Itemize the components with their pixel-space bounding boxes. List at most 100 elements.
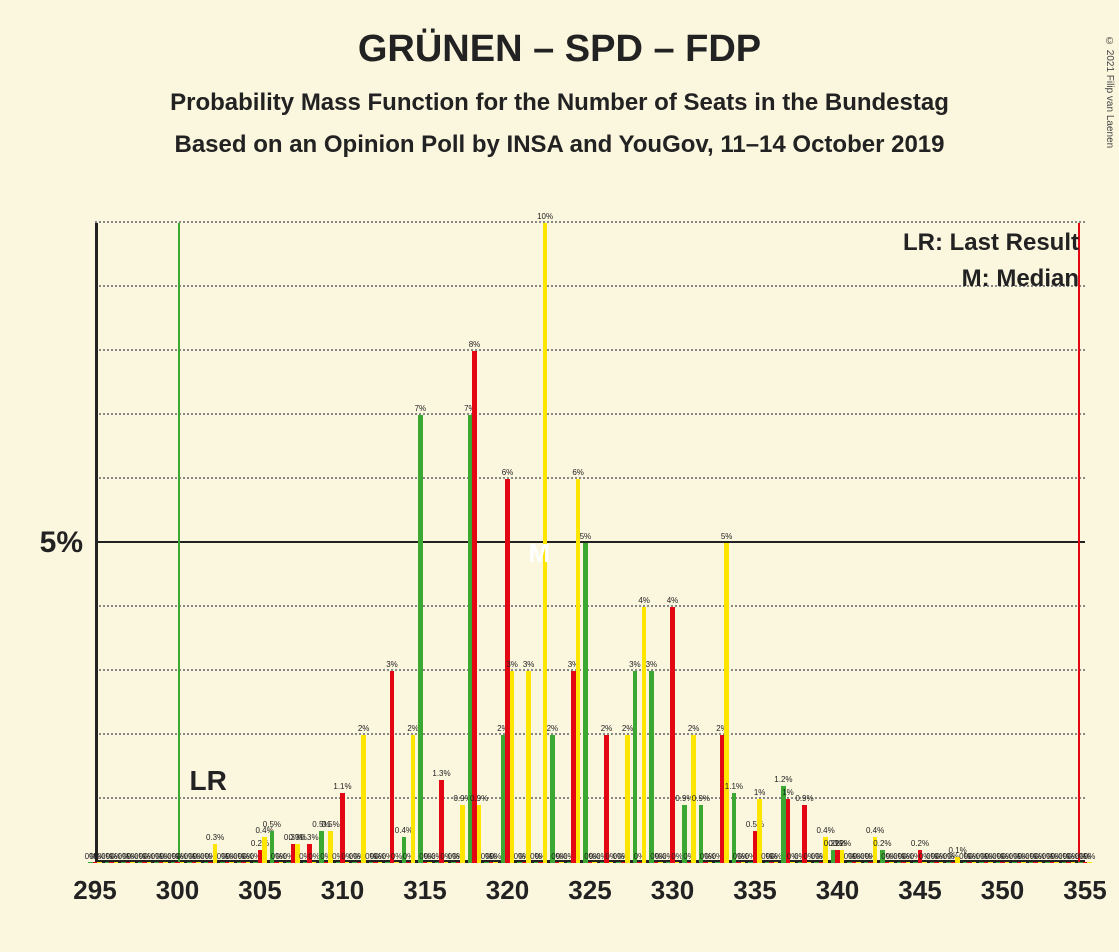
- bar-value-label: 4%: [638, 596, 650, 605]
- bar: [708, 862, 713, 863]
- bar: [114, 862, 119, 863]
- bar-value-label: 1%: [754, 788, 766, 797]
- x-axis-tick-label: 350: [981, 875, 1024, 906]
- bar: [592, 862, 597, 863]
- bar: [633, 671, 638, 863]
- bar: [493, 862, 498, 863]
- x-axis-tick-label: 310: [321, 875, 364, 906]
- bar-value-label: 0.2%: [911, 839, 929, 848]
- grid-line: [95, 797, 1085, 799]
- bar: [246, 862, 251, 863]
- x-axis-tick-label: 335: [733, 875, 776, 906]
- median-marker-label: M: [529, 538, 551, 569]
- bar: [675, 862, 680, 863]
- bar: [394, 862, 399, 863]
- bar-value-label: 0%: [1084, 852, 1096, 861]
- grid-line: [95, 605, 1085, 607]
- bar-value-label: 10%: [537, 212, 553, 221]
- bar: [807, 862, 812, 863]
- majority-line: [1078, 223, 1080, 863]
- bar: [609, 862, 614, 863]
- bar: [583, 543, 588, 863]
- bar-value-label: 1%: [782, 788, 794, 797]
- legend-m: M: Median: [903, 265, 1079, 293]
- bar-value-label: 0.3%: [300, 833, 318, 842]
- bar-value-label: 1.1%: [333, 782, 351, 791]
- bar: [642, 607, 647, 863]
- bar: [439, 780, 444, 863]
- bar-value-label: 0.9%: [795, 794, 813, 803]
- bar: [472, 351, 477, 863]
- bar: [229, 862, 234, 863]
- bar: [279, 862, 284, 863]
- bar: [1087, 862, 1092, 863]
- bar-value-label: 8%: [469, 340, 481, 349]
- bar-value-label: 1.1%: [725, 782, 743, 791]
- bar-value-label: 2%: [601, 724, 613, 733]
- bar: [906, 862, 911, 863]
- bar-value-label: 4%: [667, 596, 679, 605]
- bar: [856, 862, 861, 863]
- bar: [390, 671, 395, 863]
- bar: [1071, 862, 1076, 863]
- bar: [889, 862, 894, 863]
- bar-value-label: 6%: [572, 468, 584, 477]
- x-axis-tick-label: 340: [816, 875, 859, 906]
- bar: [345, 862, 350, 863]
- bar: [361, 735, 366, 863]
- legend-lr: LR: Last Result: [903, 229, 1079, 257]
- bar: [427, 862, 432, 863]
- bar: [510, 671, 515, 863]
- bar-value-label: 2%: [547, 724, 559, 733]
- bar: [741, 862, 746, 863]
- bar-value-label: 7%: [415, 404, 427, 413]
- bar-value-label: 0.3%: [206, 833, 224, 842]
- bar-value-label: 5%: [721, 532, 733, 541]
- chart-plot-area: 5%0%0%0%0%0%0%0%0%0%0%0%0%0%0%0%0%0%0%0%…: [95, 223, 1085, 863]
- bar: [163, 862, 168, 863]
- bar: [444, 862, 449, 863]
- x-axis-tick-label: 315: [403, 875, 446, 906]
- legend: LR: Last Result M: Median: [903, 229, 1079, 293]
- bar-value-label: 0.5%: [263, 820, 281, 829]
- bar-value-label: 3%: [523, 660, 535, 669]
- bar: [724, 543, 729, 863]
- x-axis-tick-label: 325: [568, 875, 611, 906]
- bar: [559, 862, 564, 863]
- bar: [774, 862, 779, 863]
- grid-line: [95, 349, 1085, 351]
- bar: [147, 862, 152, 863]
- bar: [988, 862, 993, 863]
- bar: [604, 735, 609, 863]
- last-result-line: [178, 223, 180, 863]
- bar-value-label: 6%: [502, 468, 514, 477]
- bar: [130, 862, 135, 863]
- bar: [1038, 862, 1043, 863]
- bar-value-label: 3%: [646, 660, 658, 669]
- bar-value-label: 3%: [386, 660, 398, 669]
- bar-value-label: 3%: [506, 660, 518, 669]
- chart-subtitle-1: Probability Mass Function for the Number…: [0, 89, 1119, 117]
- y-axis-label: 5%: [40, 526, 83, 560]
- bar: [658, 862, 663, 863]
- bar: [790, 862, 795, 863]
- chart-title: GRÜNEN – SPD – FDP: [0, 28, 1119, 71]
- grid-line: [95, 413, 1085, 415]
- bar: [312, 862, 317, 863]
- chart-subtitle-2: Based on an Opinion Poll by INSA and You…: [0, 131, 1119, 159]
- bar: [180, 862, 185, 863]
- grid-line: [95, 733, 1085, 735]
- grid-line: [95, 221, 1085, 223]
- x-axis-tick-label: 305: [238, 875, 281, 906]
- bar: [378, 862, 383, 863]
- bar: [97, 862, 102, 863]
- bar: [1005, 862, 1010, 863]
- bar: [418, 415, 423, 863]
- grid-line: [95, 477, 1085, 479]
- x-axis-tick-label: 330: [651, 875, 694, 906]
- bar-value-label: 2%: [688, 724, 700, 733]
- bar-value-label: 0.2%: [833, 839, 851, 848]
- bar-value-label: 0.2%: [873, 839, 891, 848]
- bar: [972, 862, 977, 863]
- bar: [1054, 862, 1059, 863]
